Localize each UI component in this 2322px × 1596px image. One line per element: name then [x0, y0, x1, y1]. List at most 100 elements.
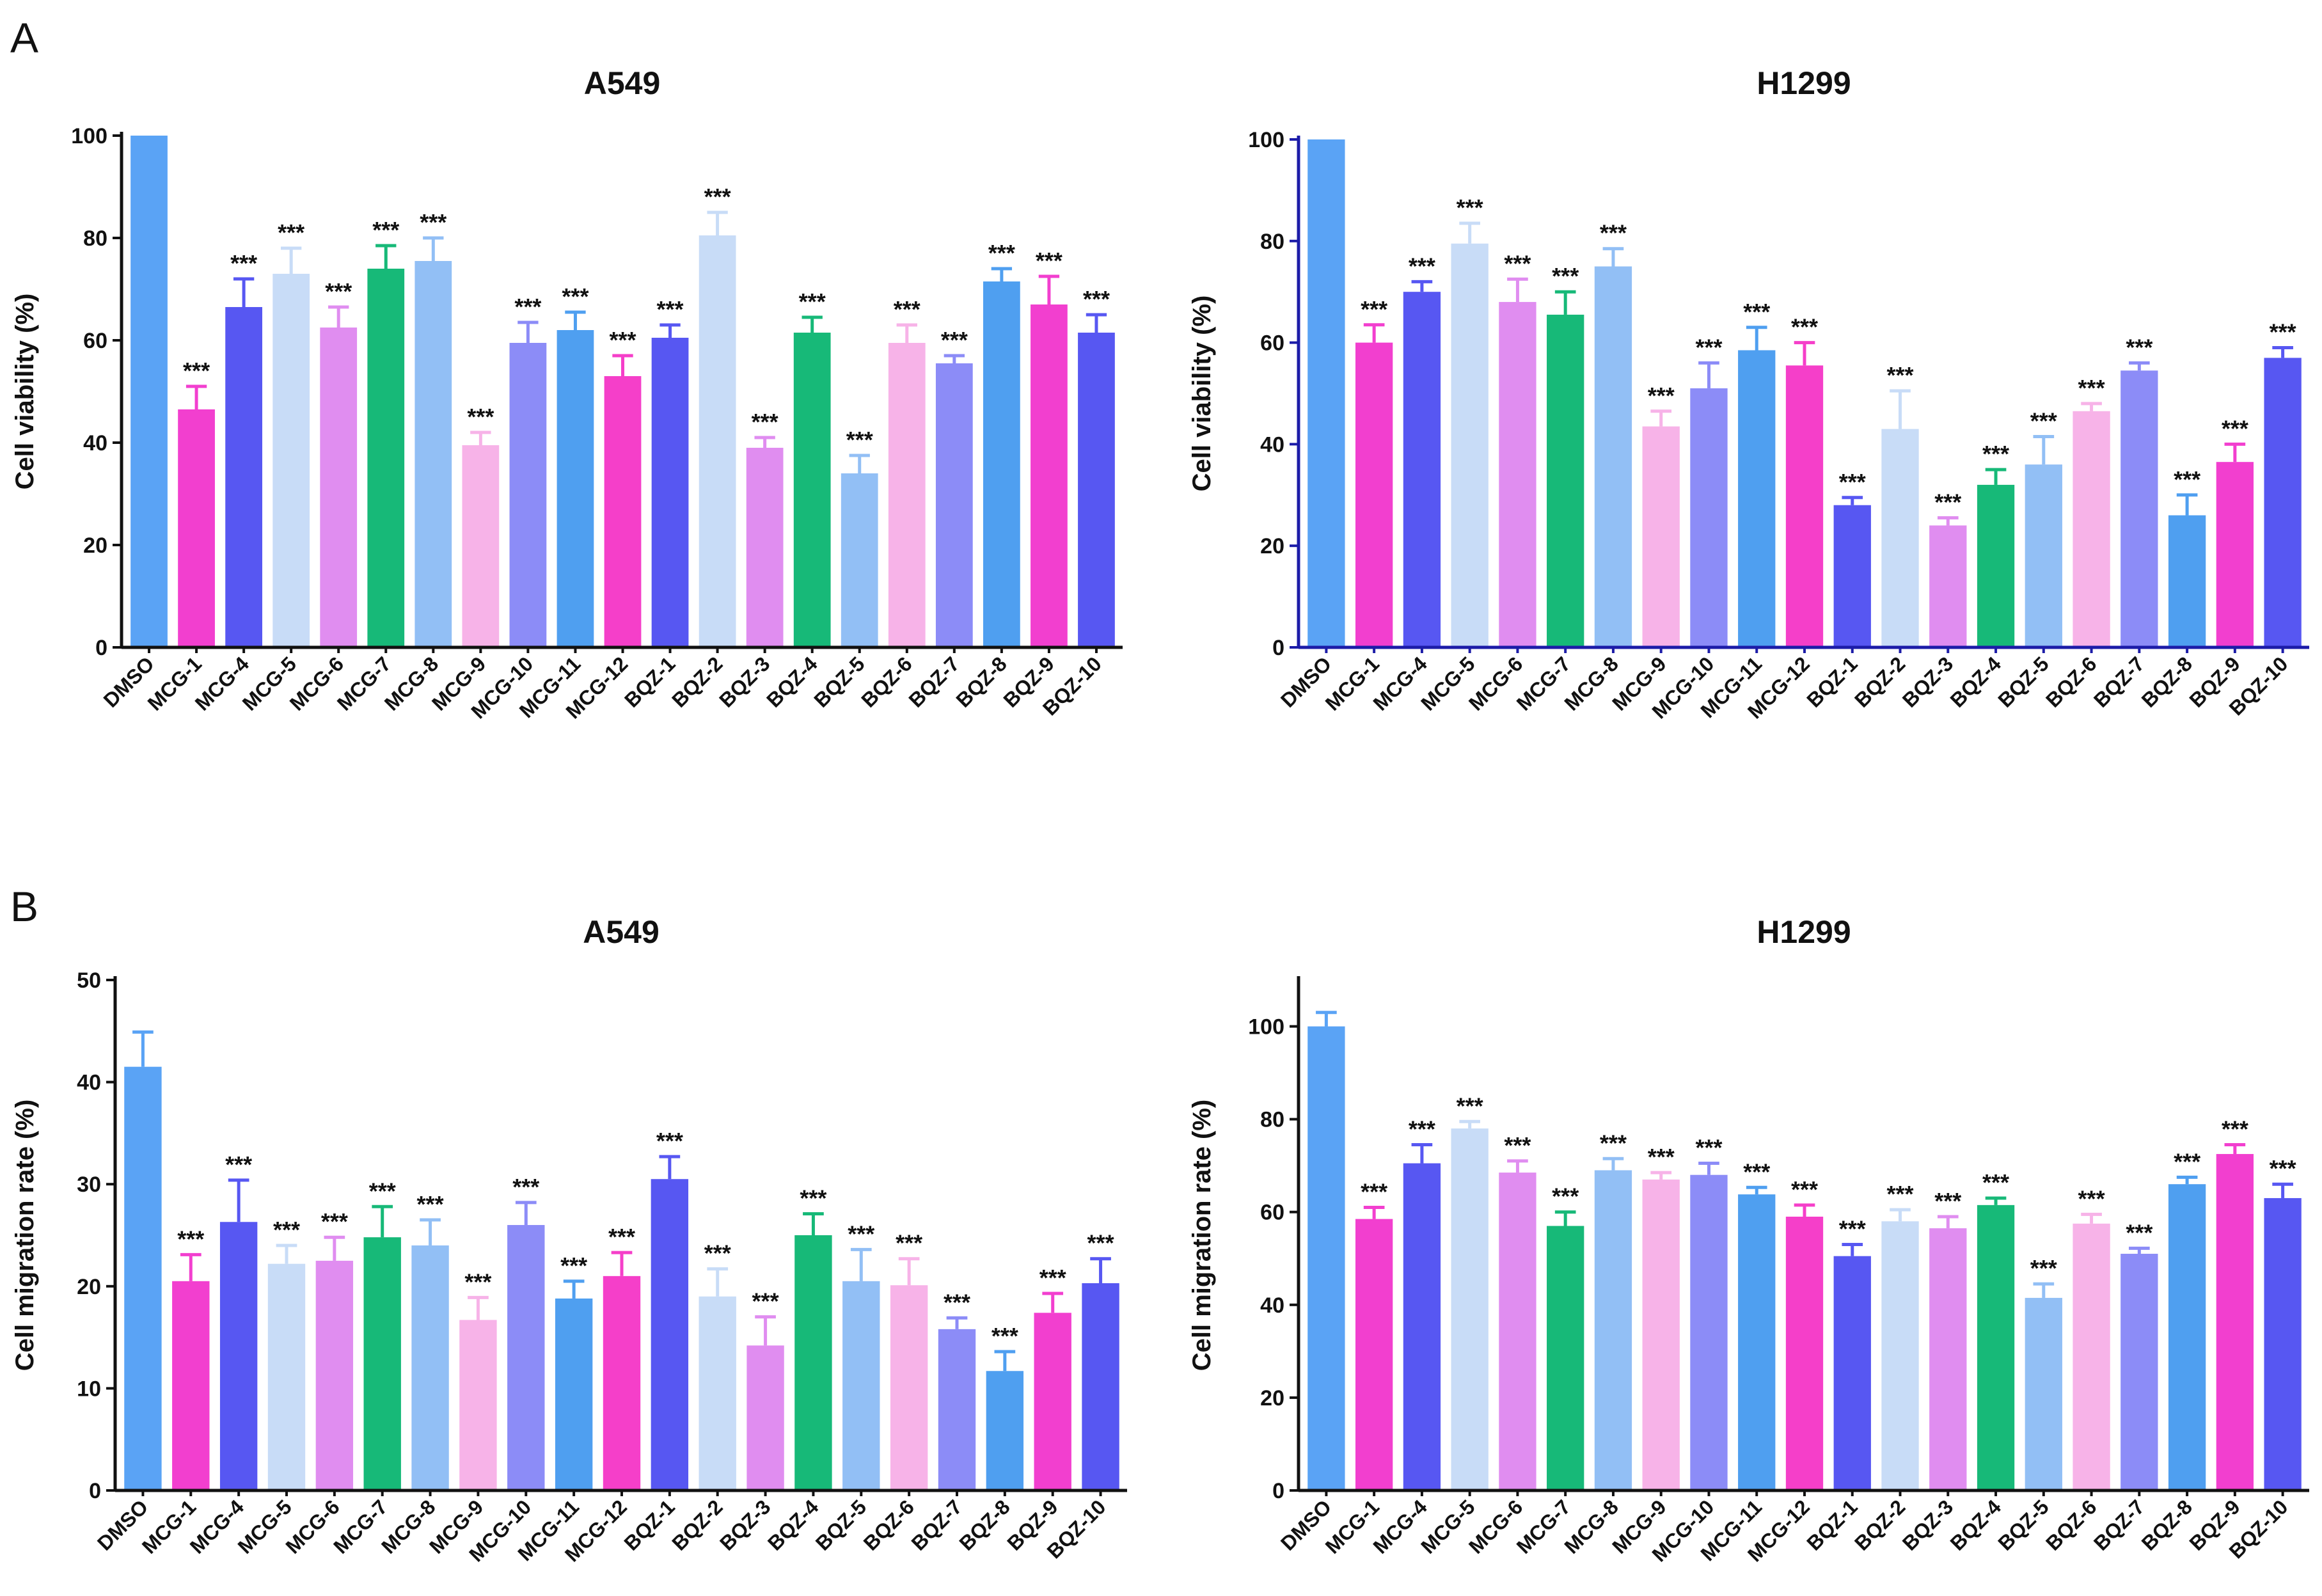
bar-bqz-9: [1031, 304, 1068, 647]
significance-label: ***: [944, 1289, 970, 1315]
bar-bqz-2: [1881, 1221, 1919, 1490]
bar-mcg-10: [1690, 1174, 1728, 1490]
significance-label: ***: [988, 240, 1015, 266]
bar-bqz-9: [2216, 462, 2254, 647]
bar-mcg-8: [415, 261, 452, 647]
bar-mcg-11: [557, 330, 594, 647]
x-tick-label: MCG-7: [1512, 652, 1575, 715]
bar-bqz-3: [1929, 525, 1967, 647]
bar-bqz-7: [935, 363, 973, 647]
significance-label: ***: [278, 219, 304, 246]
bar-mcg-4: [1403, 1163, 1441, 1490]
significance-label: ***: [1600, 220, 1627, 246]
y-tick-label: 10: [77, 1377, 101, 1401]
x-tick-label: MCG-1: [1321, 652, 1384, 715]
significance-label: ***: [1695, 1135, 1722, 1161]
bar-mcg-11: [1738, 350, 1776, 647]
significance-label: ***: [894, 296, 920, 322]
y-tick-label: 40: [83, 431, 107, 455]
significance-label: ***: [1409, 1116, 1435, 1142]
significance-label: ***: [1839, 469, 1866, 495]
significance-label: ***: [372, 217, 399, 243]
x-tick-label: BQZ-3: [1898, 652, 1957, 711]
y-tick-label: 0: [89, 1479, 101, 1503]
significance-label: ***: [325, 278, 352, 304]
significance-label: ***: [1743, 299, 1770, 325]
x-tick-label: BQZ-6: [859, 1495, 919, 1554]
bar-bqz-10: [2264, 1197, 2302, 1490]
bar-mcg-1: [1355, 342, 1393, 647]
bar-mcg-12: [604, 376, 642, 647]
significance-label: ***: [177, 1226, 204, 1252]
significance-label: ***: [1934, 489, 1961, 516]
x-tick-label: BQZ-2: [1850, 1495, 1909, 1554]
x-tick-label: BQZ-5: [811, 1495, 871, 1554]
bar-bqz-6: [888, 343, 926, 647]
bar-mcg-7: [367, 269, 405, 647]
significance-label: ***: [2174, 1148, 2200, 1174]
y-axis-label: Cell migration rate (%): [11, 1100, 39, 1371]
significance-label: ***: [704, 1240, 731, 1267]
significance-label: ***: [896, 1230, 922, 1256]
bar-mcg-10: [507, 1225, 545, 1490]
x-tick-label: MCG-1: [1321, 1495, 1384, 1558]
bar-bqz-3: [746, 1345, 784, 1490]
bar-bqz-1: [651, 1179, 689, 1490]
bar-bqz-4: [1977, 1205, 2015, 1490]
x-tick-label: MCG-4: [1368, 652, 1432, 715]
significance-label: ***: [2126, 334, 2152, 360]
significance-label: ***: [1600, 1130, 1627, 1156]
bar-bqz-6: [2073, 1223, 2110, 1490]
y-tick-label: 60: [1260, 331, 1284, 356]
significance-label: ***: [656, 1128, 683, 1154]
y-tick-label: 20: [1260, 534, 1284, 558]
panel-letter-b: B: [10, 883, 38, 930]
significance-label: ***: [369, 1178, 396, 1204]
bar-bqz-5: [842, 1281, 880, 1490]
y-tick-label: 0: [95, 636, 107, 660]
significance-label: ***: [2030, 1255, 2057, 1281]
significance-label: ***: [1552, 1183, 1579, 1210]
significance-label: ***: [1695, 334, 1722, 360]
bar-mcg-5: [1451, 1128, 1489, 1490]
significance-label: ***: [1039, 1265, 1066, 1291]
significance-label: ***: [752, 1288, 779, 1315]
significance-label: ***: [1934, 1188, 1961, 1214]
x-tick-label: MCG-8: [377, 1495, 439, 1558]
bar-bqz-10: [1078, 333, 1115, 647]
bar-mcg-4: [1403, 292, 1441, 647]
bar-bqz-5: [841, 473, 878, 647]
x-tick-label: MCG-5: [1416, 652, 1479, 715]
significance-label: ***: [752, 409, 778, 435]
bar-bqz-7: [2121, 1254, 2158, 1490]
significance-label: ***: [799, 288, 826, 315]
bar-mcg-1: [172, 1281, 210, 1490]
x-tick-label: BQZ-4: [763, 1495, 823, 1554]
bar-bqz-4: [793, 333, 831, 647]
chart-title: A549: [583, 914, 659, 950]
bar-bqz-3: [746, 448, 784, 647]
x-tick-label: BQZ-7: [2089, 652, 2149, 711]
significance-label: ***: [2030, 407, 2057, 434]
x-tick-label: BQZ-1: [1802, 652, 1861, 711]
x-tick-label: MCG-8: [1560, 652, 1623, 715]
y-tick-label: 40: [77, 1071, 101, 1095]
x-tick-label: BQZ-4: [1946, 1495, 2005, 1554]
significance-label: ***: [1409, 253, 1435, 279]
significance-label: ***: [2174, 466, 2200, 493]
y-tick-label: 80: [1260, 230, 1284, 254]
significance-label: ***: [560, 1252, 587, 1279]
x-tick-label: BQZ-5: [809, 652, 869, 711]
bar-mcg-4: [225, 307, 262, 647]
bar-bqz-8: [986, 1371, 1024, 1490]
significance-label: ***: [2222, 415, 2248, 441]
x-tick-label: BQZ-8: [954, 1495, 1014, 1554]
bar-bqz-2: [699, 235, 736, 647]
x-tick-label: MCG-5: [233, 1495, 296, 1558]
bar-dmso: [1307, 1026, 1345, 1490]
y-tick-label: 100: [1248, 1015, 1284, 1039]
significance-label: ***: [2222, 1116, 2248, 1142]
x-tick-label: BQZ-1: [1802, 1495, 1861, 1554]
significance-label: ***: [514, 294, 541, 320]
